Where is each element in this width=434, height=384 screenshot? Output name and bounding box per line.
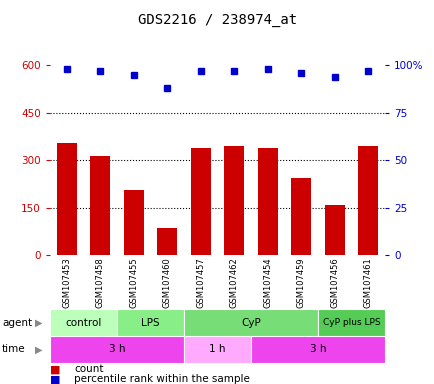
Text: GSM107455: GSM107455: [129, 257, 138, 308]
Text: GSM107453: GSM107453: [62, 257, 71, 308]
Bar: [250, 336, 384, 363]
Bar: [90, 156, 110, 255]
Text: ■: ■: [50, 364, 60, 374]
Text: CyP: CyP: [240, 318, 260, 328]
Text: ▶: ▶: [34, 318, 42, 328]
Bar: [257, 148, 277, 255]
Text: LPS: LPS: [141, 318, 159, 328]
Text: ■: ■: [50, 374, 60, 384]
Bar: [290, 178, 311, 255]
Text: GSM107461: GSM107461: [363, 257, 372, 308]
Text: control: control: [65, 318, 102, 328]
Text: GSM107458: GSM107458: [95, 257, 105, 308]
Bar: [324, 205, 344, 255]
Text: GDS2216 / 238974_at: GDS2216 / 238974_at: [138, 13, 296, 27]
Text: 1 h: 1 h: [209, 344, 225, 354]
Text: ▶: ▶: [34, 344, 42, 354]
Text: GSM107459: GSM107459: [296, 257, 305, 308]
Bar: [357, 146, 378, 255]
Text: 3 h: 3 h: [309, 344, 326, 354]
Text: GSM107457: GSM107457: [196, 257, 205, 308]
Bar: [224, 146, 244, 255]
Text: CyP plus LPS: CyP plus LPS: [322, 318, 379, 327]
Text: GSM107462: GSM107462: [229, 257, 238, 308]
Bar: [190, 148, 210, 255]
Bar: [157, 228, 177, 255]
Bar: [117, 309, 184, 336]
Bar: [184, 309, 317, 336]
Text: percentile rank within the sample: percentile rank within the sample: [74, 374, 249, 384]
Bar: [317, 309, 384, 336]
Bar: [56, 143, 77, 255]
Text: 3 h: 3 h: [108, 344, 125, 354]
Text: GSM107460: GSM107460: [162, 257, 171, 308]
Bar: [123, 190, 144, 255]
Text: GSM107454: GSM107454: [263, 257, 272, 308]
Text: time: time: [2, 344, 26, 354]
Bar: [184, 336, 250, 363]
Bar: [50, 336, 184, 363]
Text: agent: agent: [2, 318, 32, 328]
Bar: [50, 309, 117, 336]
Text: count: count: [74, 364, 103, 374]
Text: GSM107456: GSM107456: [329, 257, 339, 308]
